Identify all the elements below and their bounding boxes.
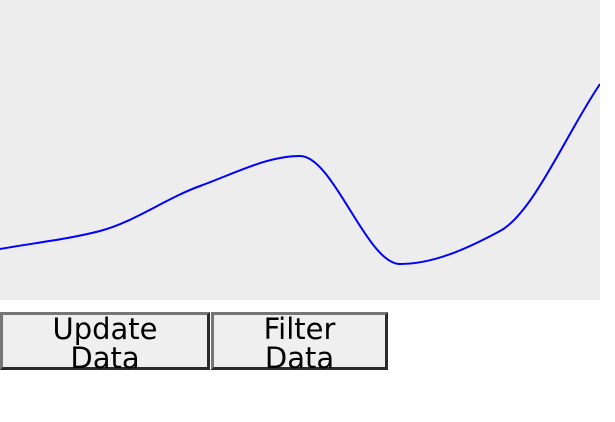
line-chart [0, 83, 600, 266]
filter-data-button[interactable]: Filter Data [211, 312, 388, 373]
update-data-button[interactable]: Update Data [0, 312, 210, 373]
data-line [0, 83, 600, 266]
chart-area [0, 0, 600, 300]
toolbar: Update Data Filter Data [0, 312, 388, 373]
